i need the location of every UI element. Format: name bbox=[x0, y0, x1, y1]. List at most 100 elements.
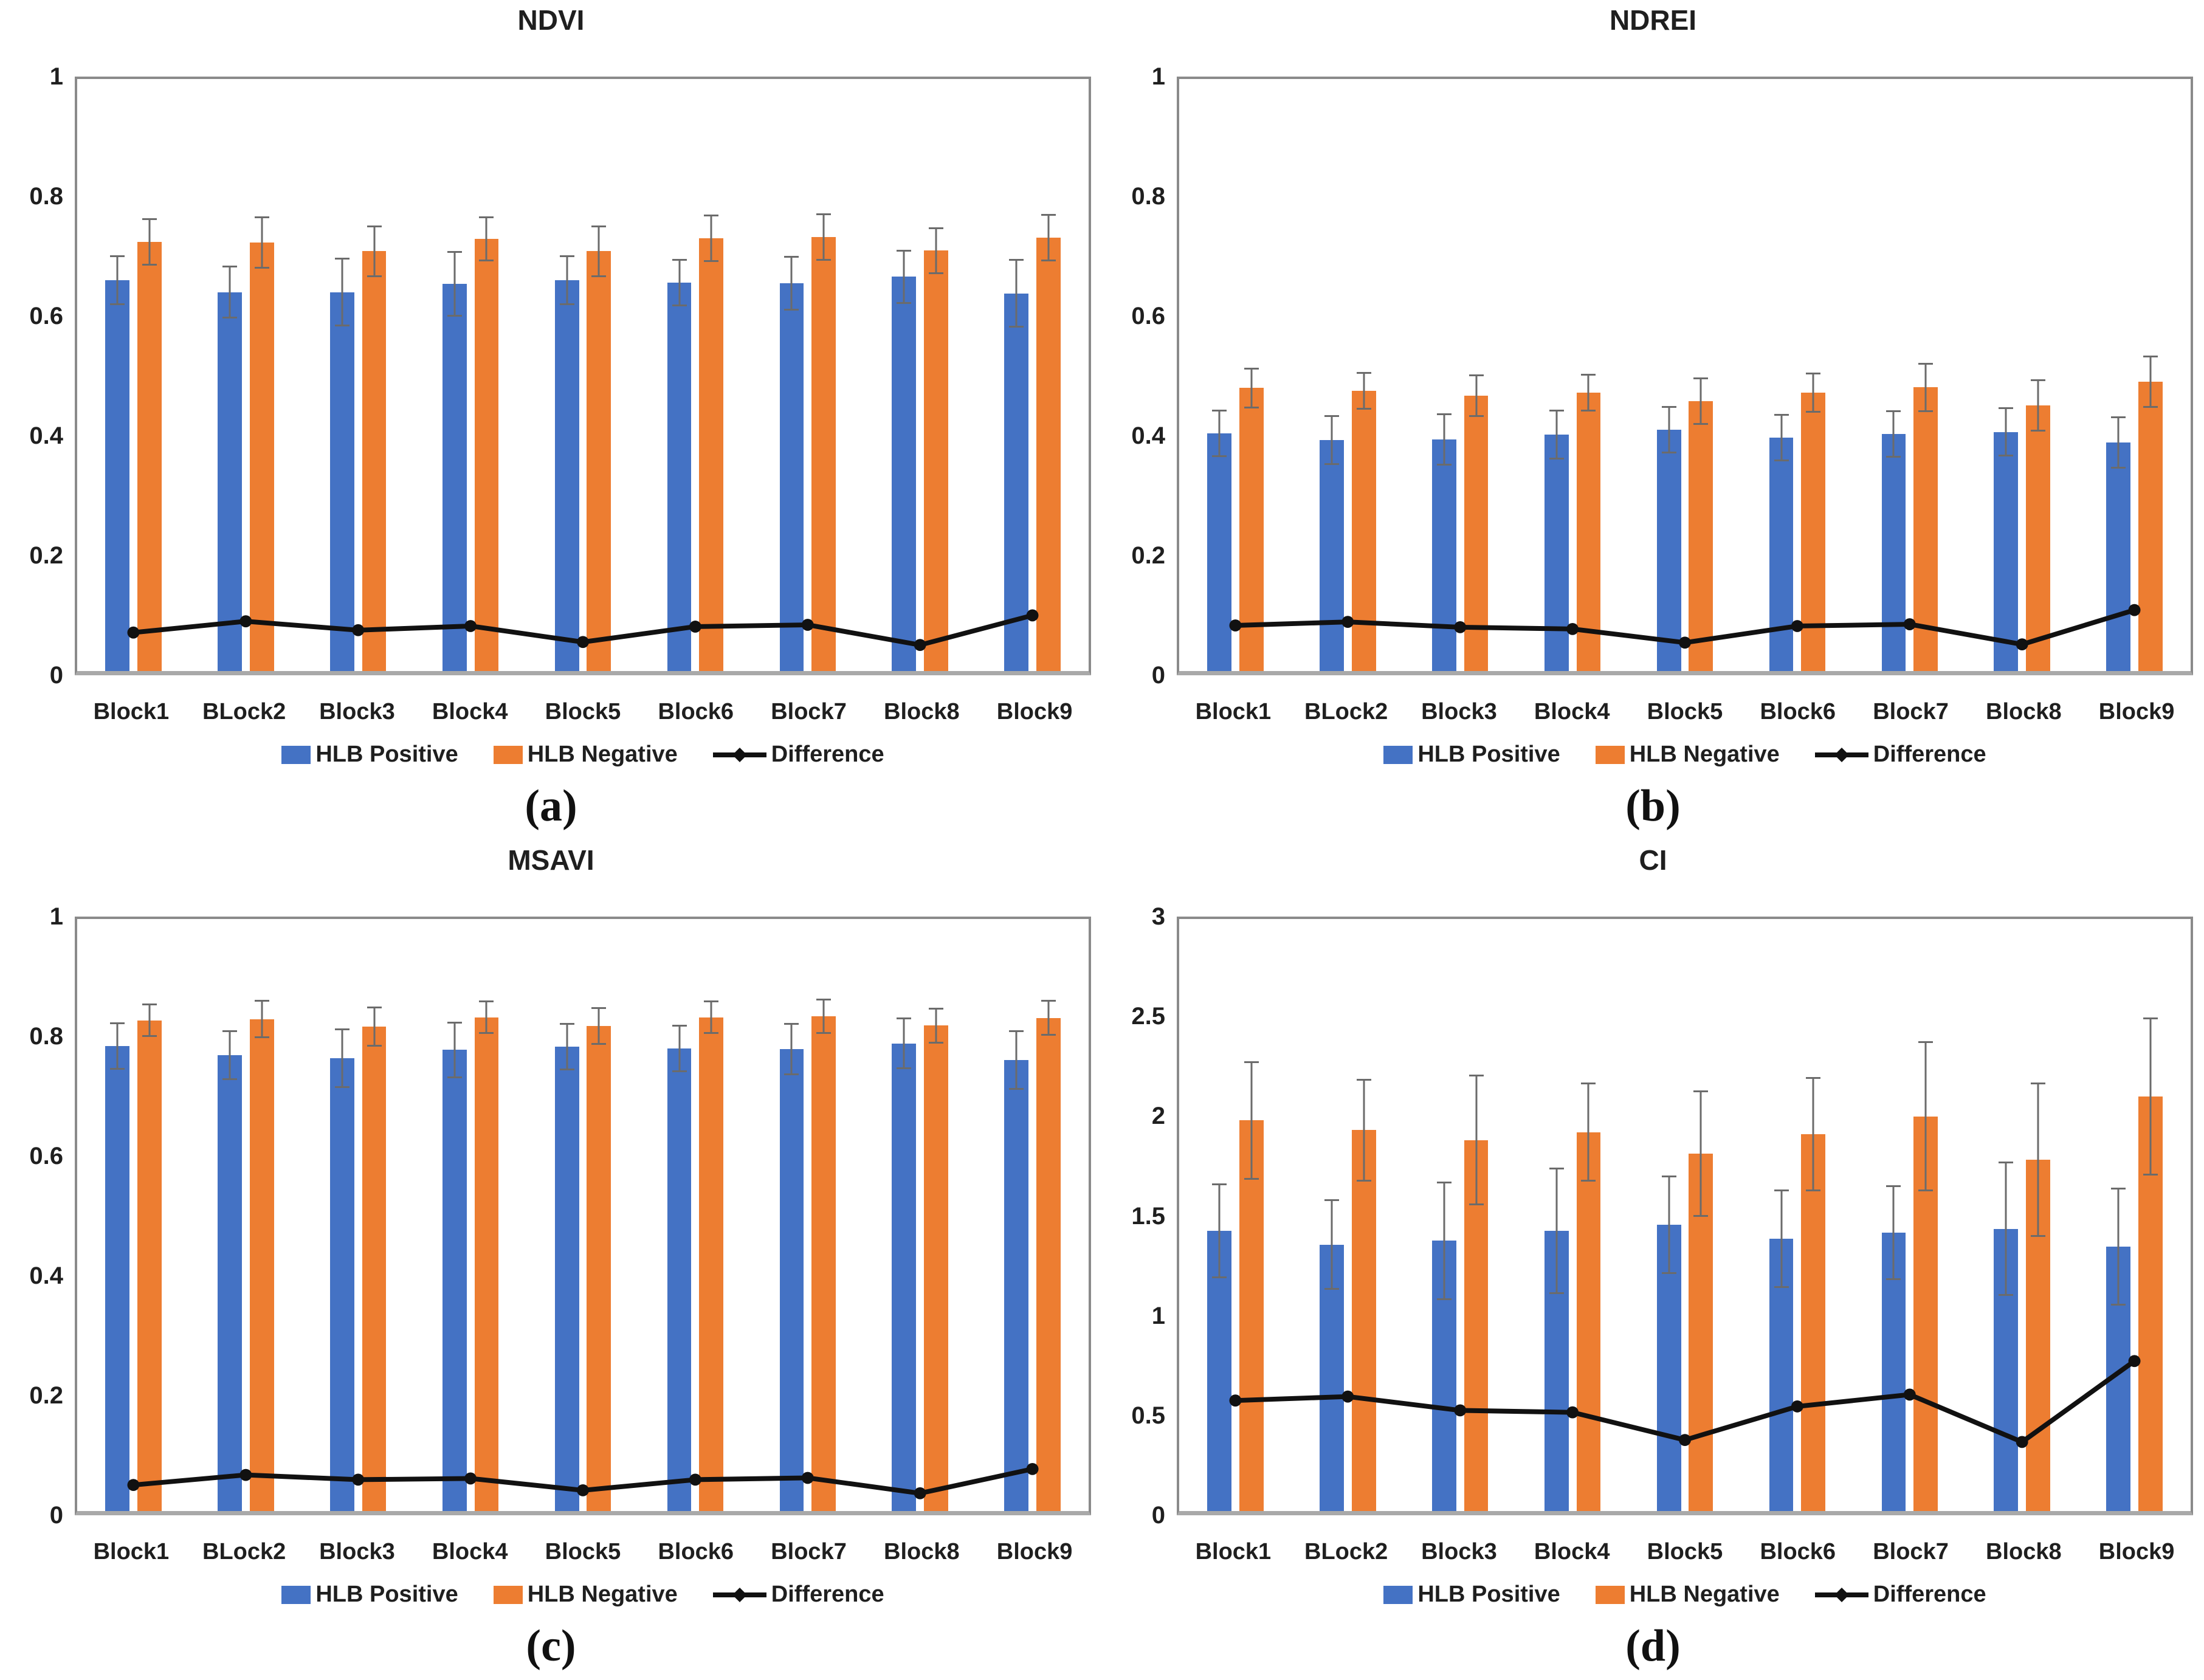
error-bar-stem bbox=[1475, 1076, 1478, 1203]
x-axis-category-label: BLock2 bbox=[202, 699, 286, 725]
error-bar-positive bbox=[2111, 1187, 2126, 1306]
error-bar-stem bbox=[1924, 364, 1927, 411]
bar-group bbox=[1404, 919, 1517, 1511]
hlb-negative-swatch bbox=[1595, 745, 1625, 764]
error-bar-negative bbox=[704, 215, 719, 262]
error-bar-positive bbox=[1324, 1199, 1339, 1290]
error-bar-negative bbox=[2031, 379, 2045, 432]
bar-group bbox=[1966, 79, 2078, 671]
error-bar-stem bbox=[790, 258, 793, 309]
bar-hlb-positive bbox=[779, 283, 804, 671]
error-bar-positive bbox=[1774, 1189, 1789, 1289]
y-axis-tick-label: 0 bbox=[1151, 1502, 1165, 1529]
error-bar-negative bbox=[1041, 214, 1056, 261]
bar-group bbox=[1853, 919, 1966, 1511]
y-axis-tick-label: 0 bbox=[1151, 662, 1165, 689]
difference-marker bbox=[577, 1484, 589, 1496]
bar-hlb-positive bbox=[218, 292, 242, 671]
error-bar-negative bbox=[367, 1007, 382, 1047]
error-bar-stem bbox=[453, 1023, 456, 1076]
bar-group bbox=[864, 919, 976, 1511]
difference-marker bbox=[801, 619, 814, 631]
difference-marker bbox=[1903, 618, 1916, 630]
bar-group bbox=[190, 919, 302, 1511]
difference-marker bbox=[1454, 621, 1467, 633]
error-bar-negative bbox=[591, 1007, 607, 1045]
error-bar-negative bbox=[2031, 1083, 2045, 1237]
error-bar-stem bbox=[935, 1010, 937, 1042]
x-axis-category-label: Block7 bbox=[1873, 1539, 1949, 1565]
bar-group bbox=[302, 919, 415, 1511]
legend-item-hlb-positive: HLB Positive bbox=[1383, 742, 1560, 768]
error-bar-negative bbox=[254, 216, 269, 269]
error-bar-positive bbox=[1999, 407, 2014, 457]
error-bar-stem bbox=[1892, 1187, 1895, 1279]
error-bar-positive bbox=[1009, 259, 1024, 328]
error-bar-stem bbox=[1555, 1169, 1558, 1292]
bar-group bbox=[639, 919, 751, 1511]
error-bar-positive bbox=[672, 259, 687, 306]
error-bar-negative bbox=[1693, 377, 1709, 425]
error-bar-stem bbox=[1812, 374, 1814, 411]
x-axis-category-label: Block5 bbox=[545, 699, 621, 725]
plot-area bbox=[75, 917, 1091, 1515]
legend-item-hlb-positive: HLB Positive bbox=[1383, 1582, 1560, 1608]
bar-hlb-positive bbox=[218, 1055, 242, 1511]
error-bar-stem bbox=[229, 267, 231, 317]
difference-marker-icon bbox=[1834, 747, 1849, 762]
error-bar-positive bbox=[447, 1021, 462, 1078]
difference-marker bbox=[1791, 620, 1803, 632]
panel-caption: (c) bbox=[526, 1621, 576, 1671]
chart-title: NDREI bbox=[1609, 4, 1697, 36]
bar-hlb-negative bbox=[811, 1016, 836, 1511]
error-bar-stem bbox=[822, 215, 825, 259]
bar-hlb-negative bbox=[924, 1025, 948, 1511]
error-bar-stem bbox=[1047, 1002, 1050, 1034]
difference-marker bbox=[239, 615, 252, 628]
bar-hlb-negative bbox=[811, 237, 836, 671]
x-axis-category-label: Block1 bbox=[93, 699, 170, 725]
error-bar-negative bbox=[1244, 368, 1259, 408]
bar-group bbox=[1966, 919, 2078, 1511]
error-bar-stem bbox=[1218, 1185, 1221, 1276]
error-bar-positive bbox=[559, 1023, 574, 1071]
legend: HLB Positive HLB Negative Difference bbox=[1177, 742, 2193, 768]
bar-group bbox=[415, 79, 527, 671]
legend: HLB Positive HLB Negative Difference bbox=[1177, 1582, 2193, 1608]
error-bar-positive bbox=[1661, 1176, 1676, 1275]
error-bar-negative bbox=[1581, 1083, 1596, 1182]
bar-hlb-negative bbox=[137, 1020, 162, 1511]
legend-label: HLB Positive bbox=[315, 742, 458, 767]
bar-group bbox=[751, 919, 864, 1511]
error-bar-stem bbox=[116, 1024, 119, 1069]
bar-hlb-negative bbox=[362, 1027, 387, 1511]
error-bar-negative bbox=[1581, 374, 1596, 412]
error-bar-stem bbox=[373, 227, 376, 276]
error-bar-positive bbox=[1774, 414, 1789, 462]
error-bar-stem bbox=[1331, 1201, 1333, 1289]
legend-item-difference: Difference bbox=[712, 742, 884, 768]
difference-line-layer bbox=[1229, 1355, 2141, 1448]
bar-hlb-negative bbox=[587, 251, 611, 671]
bar-hlb-negative bbox=[362, 251, 387, 671]
error-bar-negative bbox=[1356, 1078, 1371, 1182]
x-axis-category-label: Block8 bbox=[884, 699, 960, 725]
bar-hlb-positive bbox=[554, 1047, 579, 1511]
legend-item-difference: Difference bbox=[712, 1582, 884, 1608]
error-bar-positive bbox=[334, 1028, 350, 1088]
bar-hlb-negative bbox=[1576, 1132, 1601, 1511]
x-axis-category-label: Block7 bbox=[771, 699, 847, 725]
plot-area bbox=[1177, 77, 2193, 675]
error-bar-positive bbox=[1886, 410, 1901, 458]
bar-hlb-negative bbox=[699, 238, 724, 671]
difference-marker bbox=[1679, 1434, 1691, 1447]
difference-marker bbox=[1791, 1400, 1803, 1413]
bar-group bbox=[1517, 79, 1629, 671]
bar-hlb-positive bbox=[105, 1046, 129, 1511]
error-bar-stem bbox=[678, 1027, 681, 1071]
error-bar-stem bbox=[678, 261, 681, 305]
bar-hlb-negative bbox=[137, 241, 162, 671]
panel-caption: (d) bbox=[1625, 1621, 1681, 1671]
error-bar-negative bbox=[1041, 1000, 1056, 1036]
difference-marker bbox=[801, 1472, 814, 1484]
